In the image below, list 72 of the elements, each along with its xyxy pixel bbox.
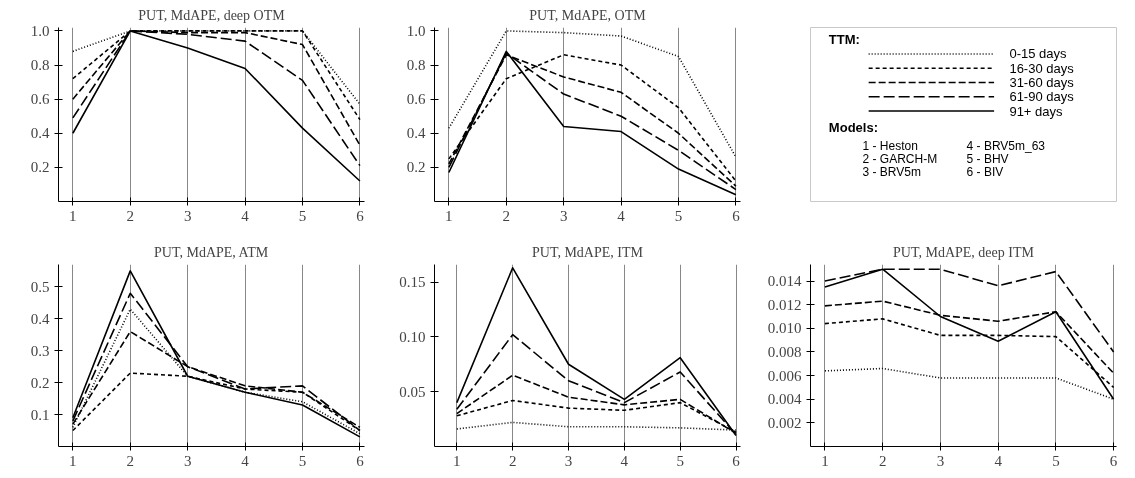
y-tick-label: 0.2 bbox=[30, 159, 50, 176]
y-tick-label: 0.2 bbox=[406, 159, 426, 176]
text: 0-15 days bbox=[1009, 46, 1067, 62]
x-tick-label: 6 bbox=[356, 452, 365, 469]
y-tick-label: 0.05 bbox=[399, 383, 426, 400]
x-tick-label: 6 bbox=[356, 207, 365, 224]
x-tick-label: 3 bbox=[936, 452, 945, 469]
x-tick-label: 1 bbox=[821, 452, 829, 469]
text: 91+ days bbox=[1009, 103, 1064, 119]
x-tick-label: 1 bbox=[69, 207, 77, 224]
text: 6 - BIV bbox=[966, 165, 1004, 180]
x-tick-label: 2 bbox=[126, 452, 135, 469]
chart-title: PUT, MdAPE, ATM bbox=[154, 244, 269, 260]
y-tick-label: 0.4 bbox=[406, 125, 426, 142]
x-tick-label: 3 bbox=[183, 452, 192, 469]
x-tick-label: 2 bbox=[508, 452, 517, 469]
y-tick-label: 0.004 bbox=[767, 391, 802, 408]
text: 16-30 days bbox=[1009, 60, 1075, 76]
y-tick-label: 0.014 bbox=[767, 273, 802, 290]
text: Models: bbox=[828, 119, 878, 135]
text: 61-90 days bbox=[1009, 89, 1075, 105]
y-tick-label: 0.012 bbox=[767, 296, 802, 313]
x-tick-label: 5 bbox=[298, 207, 307, 224]
x-tick-label: 1 bbox=[453, 452, 461, 469]
text: 4 - BRV5m_63 bbox=[966, 139, 1046, 154]
y-tick-label: 0.002 bbox=[767, 414, 802, 431]
y-tick-label: 1.0 bbox=[406, 22, 426, 39]
x-tick-label: 4 bbox=[241, 452, 250, 469]
x-tick-label: 5 bbox=[298, 452, 307, 469]
chart-title: PUT, MdAPE, OTM bbox=[529, 7, 647, 23]
x-tick-label: 2 bbox=[126, 207, 135, 224]
x-tick-label: 5 bbox=[1052, 452, 1060, 469]
chart-title: PUT, MdAPE, deep OTM bbox=[138, 7, 286, 23]
text: 3 - BRV5m bbox=[862, 165, 921, 180]
y-tick-label: 0.8 bbox=[30, 57, 50, 74]
legend-title: TTM: bbox=[828, 32, 860, 48]
x-tick-label: 4 bbox=[617, 207, 626, 224]
x-tick-label: 5 bbox=[676, 452, 684, 469]
y-tick-label: 0.1 bbox=[30, 406, 50, 423]
y-tick-label: 0.6 bbox=[406, 91, 426, 108]
text: 1 - Heston bbox=[862, 139, 918, 154]
y-tick-label: 0.5 bbox=[30, 278, 50, 295]
x-tick-label: 4 bbox=[241, 207, 250, 224]
y-tick-label: 0.4 bbox=[30, 310, 50, 327]
x-tick-label: 4 bbox=[620, 452, 629, 469]
y-tick-label: 0.008 bbox=[767, 343, 802, 360]
x-tick-label: 6 bbox=[1109, 452, 1118, 469]
x-tick-label: 6 bbox=[732, 207, 741, 224]
x-tick-label: 3 bbox=[183, 207, 192, 224]
chart-title: PUT, MdAPE, ITM bbox=[532, 244, 644, 260]
text: 5 - BHV bbox=[966, 152, 1009, 167]
x-tick-label: 1 bbox=[445, 207, 453, 224]
y-tick-label: 0.010 bbox=[767, 320, 802, 337]
x-tick-label: 4 bbox=[994, 452, 1003, 469]
x-tick-label: 2 bbox=[878, 452, 887, 469]
y-tick-label: 0.4 bbox=[30, 125, 50, 142]
x-tick-label: 1 bbox=[69, 452, 77, 469]
y-tick-label: 0.15 bbox=[399, 274, 426, 291]
y-tick-label: 0.2 bbox=[30, 374, 50, 391]
x-tick-label: 3 bbox=[564, 452, 573, 469]
x-tick-label: 3 bbox=[559, 207, 568, 224]
y-tick-label: 0.3 bbox=[30, 342, 50, 359]
x-tick-label: 5 bbox=[674, 207, 683, 224]
y-tick-label: 0.10 bbox=[399, 328, 426, 345]
text: 2 - GARCH-M bbox=[862, 152, 938, 167]
y-tick-label: 0.6 bbox=[30, 91, 50, 108]
x-tick-label: 2 bbox=[502, 207, 511, 224]
y-tick-label: 0.8 bbox=[406, 57, 426, 74]
chart-title: PUT, MdAPE, deep ITM bbox=[893, 244, 1035, 260]
x-tick-label: 6 bbox=[732, 452, 741, 469]
y-tick-label: 0.006 bbox=[767, 367, 802, 384]
y-tick-label: 1.0 bbox=[30, 22, 50, 39]
